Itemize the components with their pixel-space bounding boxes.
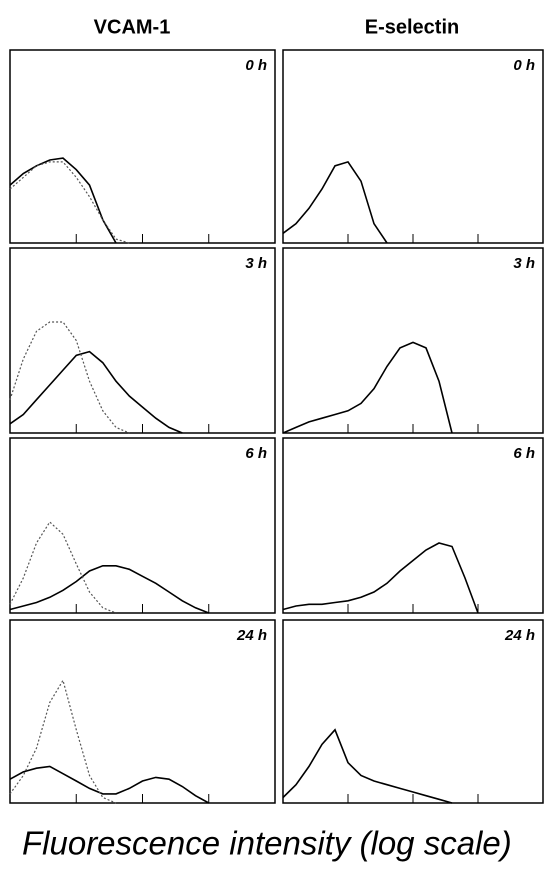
- histogram-line: [282, 542, 479, 614]
- panel-title: 6 h: [513, 445, 535, 462]
- panel: [9, 247, 276, 434]
- panel: [9, 619, 276, 804]
- panel: [282, 247, 544, 434]
- histogram-line: [9, 678, 117, 804]
- histogram-line: [9, 321, 130, 434]
- histogram-line: [9, 765, 210, 804]
- histogram-line: [9, 161, 130, 244]
- panel-title: 24 h: [236, 627, 267, 644]
- histogram-line: [9, 157, 117, 244]
- column-title: VCAM-1: [94, 16, 171, 38]
- histogram-line: [282, 341, 453, 434]
- panel: [9, 49, 276, 244]
- panel: [282, 619, 544, 804]
- column-title: E-selectin: [365, 16, 459, 38]
- panel-title: 0 h: [245, 57, 267, 74]
- panel-title: 6 h: [245, 445, 267, 462]
- histogram-line: [282, 160, 388, 244]
- panel-title: 0 h: [513, 57, 535, 74]
- panel: [282, 49, 544, 244]
- x-axis-label: Fluorescence intensity (log scale): [22, 825, 512, 862]
- panel-title: 3 h: [513, 255, 535, 272]
- histogram-line: [9, 565, 210, 614]
- histogram-line: [9, 350, 183, 434]
- panel: [9, 437, 276, 614]
- panel-title: 24 h: [504, 627, 535, 644]
- panel-title: 3 h: [245, 255, 267, 272]
- histogram-line: [282, 728, 453, 804]
- histogram-line: [9, 521, 117, 614]
- panel: [282, 437, 544, 614]
